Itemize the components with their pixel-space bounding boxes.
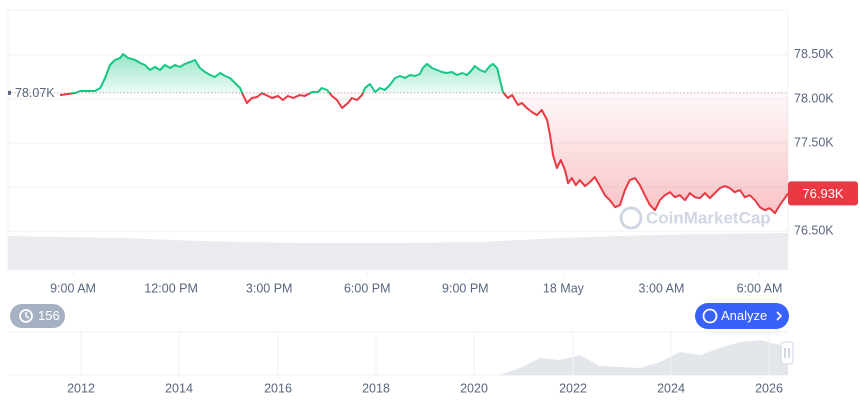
navigator-area xyxy=(8,340,788,375)
navigator-label: 2026 xyxy=(755,381,783,395)
y-tick-label: 78.00K xyxy=(794,91,834,105)
reference-label: 78.07K xyxy=(15,86,55,100)
chevron xyxy=(776,311,783,321)
y-tick-label: 78.50K xyxy=(794,47,834,61)
button-label: Analyze xyxy=(721,308,767,323)
x-tick-label: 3:00 PM xyxy=(246,281,293,295)
x-tick-label: 6:00 AM xyxy=(737,281,783,295)
watermark: CoinMarketCap xyxy=(619,206,771,230)
clock-icon xyxy=(25,312,30,319)
price-tag xyxy=(788,181,858,206)
analyze-icon xyxy=(702,308,718,324)
x-tick-label: 3:00 AM xyxy=(639,281,685,295)
navigator-label: 2024 xyxy=(657,381,685,395)
history-badge[interactable]: 156 xyxy=(10,304,65,328)
price-line xyxy=(59,53,789,215)
navigator-label: 2016 xyxy=(264,381,292,395)
x-tick-label: 18 May xyxy=(543,281,585,295)
navigator: 2012 2014 2016 2018 2020 2022 2024 2026 xyxy=(8,331,794,395)
reference-marker xyxy=(8,90,11,95)
area-fill xyxy=(60,54,788,214)
navigator-label: 2012 xyxy=(67,381,95,395)
navigator-label: 2022 xyxy=(559,381,587,395)
volume-area xyxy=(8,233,788,270)
price-tag-label: 76.93K xyxy=(802,186,844,201)
y-tick-label: 76.50K xyxy=(794,224,834,238)
x-tick-label: 9:00 PM xyxy=(442,281,489,295)
x-tick-label: 12:00 PM xyxy=(144,281,198,295)
button-bg[interactable] xyxy=(695,303,789,329)
watermark-logo xyxy=(619,206,643,230)
watermark-text: CoinMarketCap xyxy=(646,208,771,227)
clock-icon xyxy=(19,309,33,323)
navigator-label: 2018 xyxy=(362,381,390,395)
navigator-label: 2014 xyxy=(165,381,193,395)
analyze-button[interactable]: Analyze xyxy=(695,303,789,329)
history-count: 156 xyxy=(38,308,60,323)
navigator-handle[interactable] xyxy=(780,341,794,365)
x-tick-label: 6:00 PM xyxy=(344,281,391,295)
y-tick-label: 77.50K xyxy=(794,135,834,149)
x-tick-label: 9:00 AM xyxy=(50,281,96,295)
navigator-label: 2020 xyxy=(460,381,488,395)
